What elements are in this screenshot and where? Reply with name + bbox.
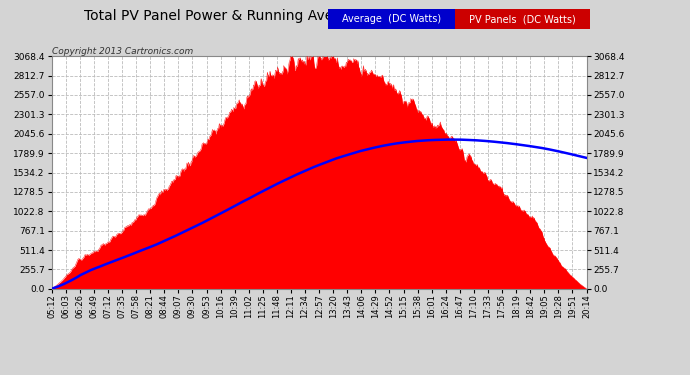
Text: PV Panels  (DC Watts): PV Panels (DC Watts)	[469, 14, 576, 24]
Text: Total PV Panel Power & Running Average Power Mon Jul 1 20:30: Total PV Panel Power & Running Average P…	[84, 9, 523, 23]
Text: Copyright 2013 Cartronics.com: Copyright 2013 Cartronics.com	[52, 47, 193, 56]
Text: Average  (DC Watts): Average (DC Watts)	[342, 14, 441, 24]
